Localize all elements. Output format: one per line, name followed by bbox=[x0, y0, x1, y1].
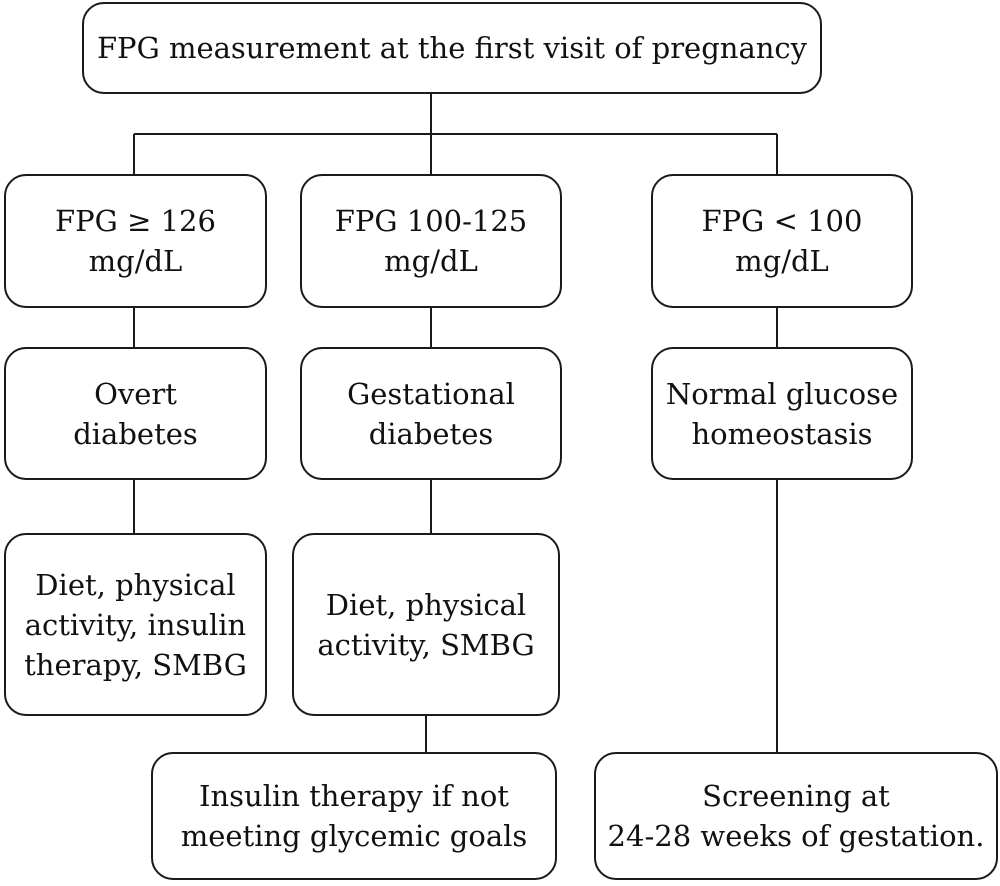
node-normal-glucose-homeostasis-text: Normal glucose homeostasis bbox=[665, 376, 899, 451]
node-gestational-treatment-text: Diet, physical activity, SMBG bbox=[317, 587, 535, 662]
node-overt-diabetes-text: Overt diabetes bbox=[73, 376, 198, 451]
node-fpg-126-or-more-text: FPG ≥ 126 mg/dL bbox=[55, 204, 216, 278]
node-insulin-if-not-meeting-goals: Insulin therapy if not meeting glycemic … bbox=[151, 752, 557, 880]
node-screening-text: Screening at 24-28 weeks of gestation. bbox=[607, 779, 985, 853]
node-fpg-measurement-text: FPG measurement at the first visit of pr… bbox=[96, 31, 808, 65]
node-screening: Screening at 24-28 weeks of gestation. bbox=[594, 752, 998, 880]
node-overt-treatment: Diet, physical activity, insulin therapy… bbox=[4, 533, 267, 716]
node-fpg-100-125: FPG 100-125 mg/dL bbox=[300, 174, 562, 308]
node-fpg-126-or-more: FPG ≥ 126 mg/dL bbox=[4, 174, 267, 308]
node-overt-diabetes: Overt diabetes bbox=[4, 347, 267, 480]
node-fpg-measurement: FPG measurement at the first visit of pr… bbox=[82, 2, 822, 94]
node-gestational-treatment: Diet, physical activity, SMBG bbox=[292, 533, 560, 716]
node-gestational-diabetes-text: Gestational diabetes bbox=[347, 376, 515, 451]
node-overt-treatment-text: Diet, physical activity, insulin therapy… bbox=[24, 567, 247, 682]
node-fpg-below-100-text: FPG < 100 mg/dL bbox=[701, 204, 863, 278]
node-gestational-diabetes: Gestational diabetes bbox=[300, 347, 562, 480]
node-fpg-below-100: FPG < 100 mg/dL bbox=[651, 174, 913, 308]
node-fpg-100-125-text: FPG 100-125 mg/dL bbox=[334, 204, 528, 278]
node-insulin-if-not-meeting-goals-text: Insulin therapy if not meeting glycemic … bbox=[180, 779, 528, 853]
node-normal-glucose-homeostasis: Normal glucose homeostasis bbox=[651, 347, 913, 480]
